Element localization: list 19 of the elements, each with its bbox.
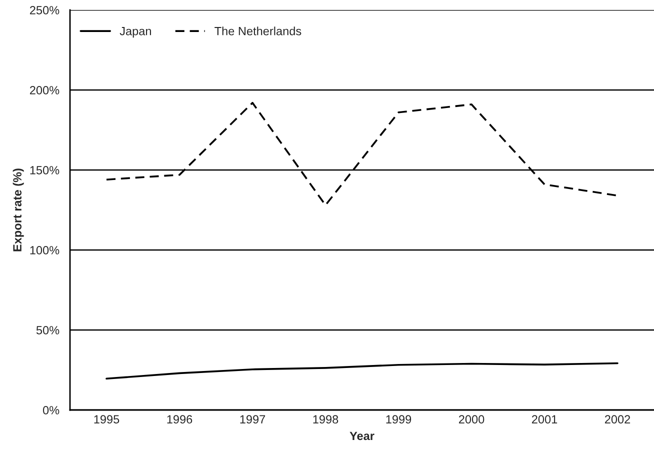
x-tick-label: 2002 (604, 415, 630, 424)
x-tick-label: 1998 (313, 415, 338, 424)
y-axis-title: Export rate (%) (12, 168, 24, 252)
x-tick-label: 1999 (386, 415, 412, 424)
x-tick-label: 1995 (94, 415, 120, 424)
y-tick-label: 150% (30, 166, 60, 174)
y-tick-label: 200% (30, 86, 60, 94)
x-axis-title: Year (350, 432, 374, 440)
legend-label: The Netherlands (214, 26, 302, 36)
y-tick-label: 50% (36, 326, 60, 334)
x-tick-label: 1996 (167, 415, 192, 424)
y-tick-label: 100% (30, 246, 60, 254)
y-tick-label: 250% (30, 6, 60, 14)
y-tick-label: 0% (42, 406, 60, 414)
x-tick-label: 1997 (240, 415, 266, 424)
legend-label: Japan (120, 27, 151, 38)
line-series (106, 362, 618, 380)
x-tick-label: 2001 (532, 415, 558, 424)
x-tick-label: 2000 (458, 415, 484, 424)
